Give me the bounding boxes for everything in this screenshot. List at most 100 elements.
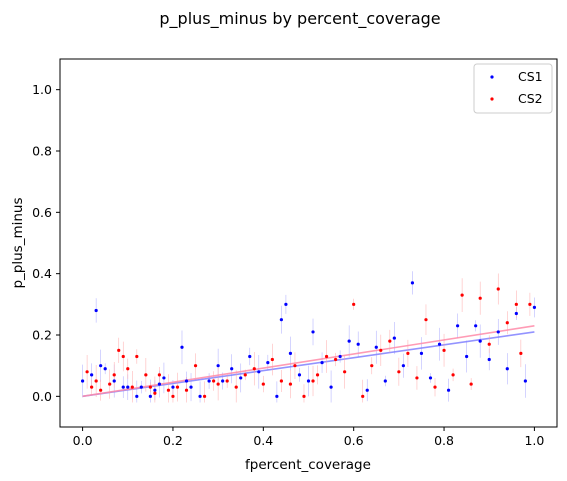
x-tick-label: 1.0 bbox=[524, 433, 544, 448]
x-tick-label: 0.8 bbox=[434, 433, 454, 448]
data-point-cs1 bbox=[90, 373, 94, 377]
y-tick-label: 0.0 bbox=[32, 389, 52, 404]
data-point-cs1 bbox=[437, 342, 442, 346]
data-point-cs2 bbox=[148, 385, 152, 389]
data-point-cs1 bbox=[311, 330, 315, 334]
x-tick-label: 0.2 bbox=[163, 433, 183, 448]
data-point-cs2 bbox=[460, 293, 464, 297]
y-tick-label: 0.4 bbox=[32, 266, 52, 281]
data-point-cs1 bbox=[230, 367, 234, 371]
data-point-cs2 bbox=[279, 379, 283, 383]
data-point-cs2 bbox=[352, 302, 356, 306]
data-point-cs2 bbox=[130, 385, 134, 389]
data-point-cs1 bbox=[80, 379, 85, 383]
data-point-cs2 bbox=[442, 348, 446, 352]
data-point-cs1 bbox=[184, 379, 189, 383]
fit-line-cs1 bbox=[82, 331, 535, 398]
data-point-cs1 bbox=[279, 318, 283, 322]
data-point-cs1 bbox=[198, 394, 202, 398]
data-point-cs1 bbox=[338, 354, 342, 359]
data-point-cs2 bbox=[514, 302, 518, 306]
data-point-cs2 bbox=[153, 391, 157, 395]
x-axis-label: fpercent_coverage bbox=[245, 457, 371, 473]
data-point-cs2 bbox=[126, 367, 130, 371]
data-point-cs1 bbox=[189, 385, 193, 389]
legend-marker-cs1 bbox=[490, 75, 494, 79]
data-point-cs2 bbox=[121, 354, 125, 359]
data-point-cs2 bbox=[252, 367, 256, 371]
data-point-cs1 bbox=[487, 357, 491, 362]
data-point-cs1 bbox=[428, 376, 433, 380]
data-point-cs2 bbox=[193, 364, 198, 368]
data-point-cs2 bbox=[343, 370, 347, 374]
data-point-cs2 bbox=[311, 379, 315, 383]
data-point-cs2 bbox=[397, 370, 401, 374]
data-point-cs1 bbox=[180, 345, 184, 349]
data-point-cs1 bbox=[153, 388, 157, 392]
y-axis-label: p_plus_minus bbox=[10, 197, 26, 288]
data-point-cs2 bbox=[234, 385, 238, 389]
data-point-cs2 bbox=[108, 382, 112, 386]
data-point-cs2 bbox=[212, 379, 216, 383]
data-point-cs2 bbox=[270, 357, 274, 362]
data-point-cs1 bbox=[365, 388, 369, 392]
data-point-cs1 bbox=[157, 382, 161, 386]
data-point-cs1 bbox=[374, 345, 378, 349]
data-point-cs1 bbox=[257, 370, 261, 374]
data-point-cs2 bbox=[451, 373, 455, 377]
data-point-cs1 bbox=[148, 394, 152, 398]
data-point-cs2 bbox=[293, 364, 297, 368]
y-tick-label: 0.6 bbox=[32, 205, 52, 220]
data-point-cs2 bbox=[478, 296, 482, 300]
data-point-cs1 bbox=[392, 336, 396, 340]
data-point-cs1 bbox=[401, 364, 405, 368]
data-point-cs2 bbox=[117, 348, 121, 352]
data-point-cs2 bbox=[261, 382, 265, 386]
data-point-cs2 bbox=[243, 373, 247, 377]
data-point-cs1 bbox=[446, 388, 451, 392]
data-point-cs1 bbox=[284, 302, 288, 306]
data-point-cs1 bbox=[266, 361, 270, 365]
data-point-cs1 bbox=[410, 281, 415, 285]
data-point-cs2 bbox=[112, 373, 116, 377]
data-point-cs1 bbox=[121, 385, 125, 389]
data-point-cs1 bbox=[356, 342, 360, 346]
data-point-cs2 bbox=[496, 287, 500, 291]
data-point-cs2 bbox=[505, 321, 509, 325]
data-point-cs1 bbox=[126, 385, 130, 389]
data-point-cs1 bbox=[347, 339, 351, 343]
legend-label-cs2: CS2 bbox=[518, 91, 543, 106]
chart-title: p_plus_minus by percent_coverage bbox=[159, 9, 440, 29]
data-point-cs2 bbox=[528, 302, 532, 306]
data-point-cs1 bbox=[320, 361, 324, 365]
data-point-cs1 bbox=[306, 379, 311, 383]
data-point-cs2 bbox=[166, 388, 171, 392]
data-point-cs2 bbox=[99, 388, 103, 392]
data-point-cs2 bbox=[424, 318, 428, 322]
data-point-cs2 bbox=[315, 373, 320, 377]
y-tick-label: 0.2 bbox=[32, 328, 52, 343]
data-point-cs1 bbox=[162, 376, 166, 380]
data-point-cs1 bbox=[135, 394, 139, 398]
data-point-cs2 bbox=[184, 388, 189, 392]
data-point-cs1 bbox=[239, 376, 243, 380]
data-point-cs2 bbox=[469, 382, 473, 386]
data-point-cs2 bbox=[406, 351, 410, 355]
x-tick-label: 0.6 bbox=[344, 433, 364, 448]
data-point-cs2 bbox=[202, 394, 207, 398]
data-point-cs1 bbox=[207, 379, 211, 383]
legend-label-cs1: CS1 bbox=[518, 69, 543, 84]
data-point-cs1 bbox=[474, 324, 478, 328]
y-tick-label: 0.8 bbox=[32, 144, 52, 159]
data-point-cs1 bbox=[465, 354, 469, 359]
data-point-cs1 bbox=[112, 379, 116, 383]
data-point-cs1 bbox=[532, 305, 537, 309]
data-point-cs1 bbox=[103, 367, 107, 371]
data-point-cs1 bbox=[171, 385, 175, 389]
data-point-cs1 bbox=[99, 364, 103, 368]
data-point-cs2 bbox=[415, 376, 419, 380]
data-point-cs2 bbox=[519, 351, 523, 355]
data-point-cs1 bbox=[383, 379, 387, 383]
data-point-cs2 bbox=[388, 339, 392, 343]
